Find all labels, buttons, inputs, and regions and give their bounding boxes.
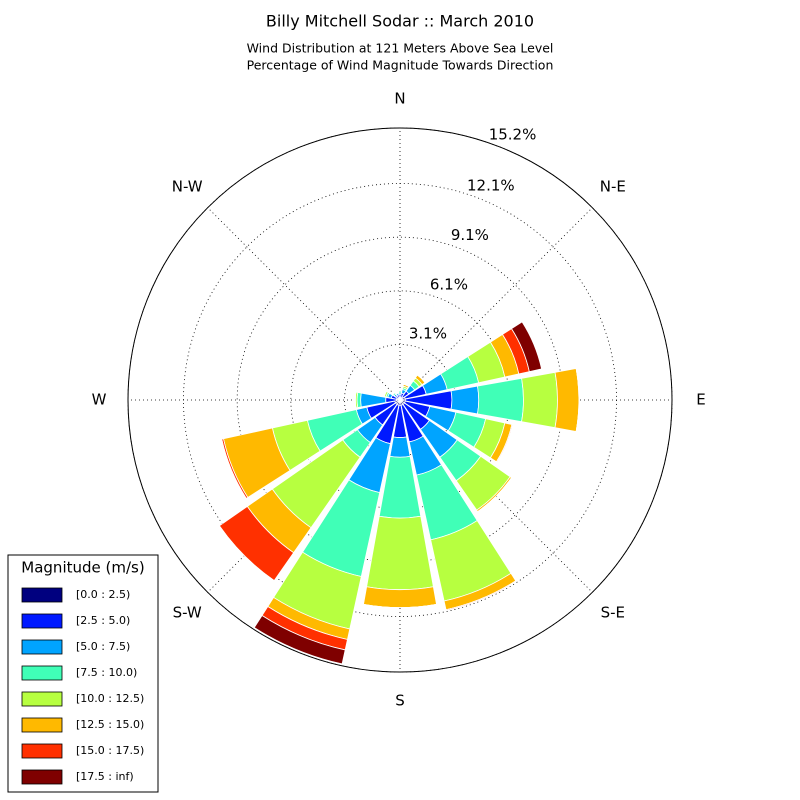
r-tick-label: 9.1%: [451, 226, 489, 244]
r-tick-label: 15.2%: [489, 125, 537, 143]
angle-tick-label: S-W: [173, 603, 202, 621]
wind-bar: [392, 392, 396, 396]
legend-swatch: [21, 639, 63, 655]
legend-title: Magnitude (m/s): [21, 559, 144, 577]
legend-swatch: [21, 717, 63, 733]
wind-bar: [575, 368, 580, 432]
wind-bar: [521, 371, 558, 429]
angle-tick-label: S-E: [601, 603, 625, 621]
legend-label: [17.5 : inf): [76, 770, 134, 783]
wind-bar: [554, 368, 580, 432]
wind-bar: [450, 385, 480, 415]
wind-bar: [221, 439, 247, 499]
legend-label: [5.0 : 7.5): [76, 640, 130, 653]
chart-title: Billy Mitchell Sodar :: March 2010: [266, 12, 534, 31]
legend-label: [12.5 : 15.0): [76, 718, 144, 731]
grid-spoke: [207, 207, 401, 401]
legend-swatch: [21, 613, 63, 629]
legend-swatch: [21, 769, 63, 785]
legend-label: [10.0 : 12.5): [76, 692, 144, 705]
chart-subtitle: Percentage of Wind Magnitude Towards Dir…: [247, 58, 554, 73]
angle-tick-label: E: [696, 391, 705, 409]
legend-swatch: [21, 587, 63, 603]
r-tick-label: 6.1%: [430, 275, 468, 293]
legend-label: [15.0 : 17.5): [76, 744, 144, 757]
wind-bar: [389, 436, 411, 458]
angle-tick-label: S: [395, 692, 405, 710]
legend-swatch: [21, 691, 63, 707]
r-tick-label: 3.1%: [409, 325, 447, 343]
wind-bar: [496, 424, 514, 463]
wind-bar: [253, 614, 346, 665]
wind-bar: [366, 515, 434, 591]
angle-tick-label: N: [394, 90, 405, 108]
legend-label: [7.5 : 10.0): [76, 666, 137, 679]
legend-label: [0.0 : 2.5): [76, 588, 130, 601]
polar-frame: [127, 127, 673, 673]
angle-tick-label: N-W: [172, 178, 203, 196]
legend-swatch: [21, 743, 63, 759]
legend-label: [2.5 : 5.0): [76, 614, 130, 627]
wind-bar: [363, 586, 437, 608]
angle-tick-label: W: [92, 391, 107, 409]
r-tick-label: 12.1%: [467, 176, 515, 194]
angle-tick-label: N-E: [600, 178, 626, 196]
wind-bar: [446, 581, 517, 612]
wind-bar: [510, 321, 543, 373]
grid-spoke: [399, 207, 593, 401]
legend-swatch: [21, 665, 63, 681]
wind-bar: [219, 525, 275, 581]
wind-bar: [477, 377, 524, 423]
chart-subtitle: Wind Distribution at 121 Meters Above Se…: [247, 41, 554, 56]
